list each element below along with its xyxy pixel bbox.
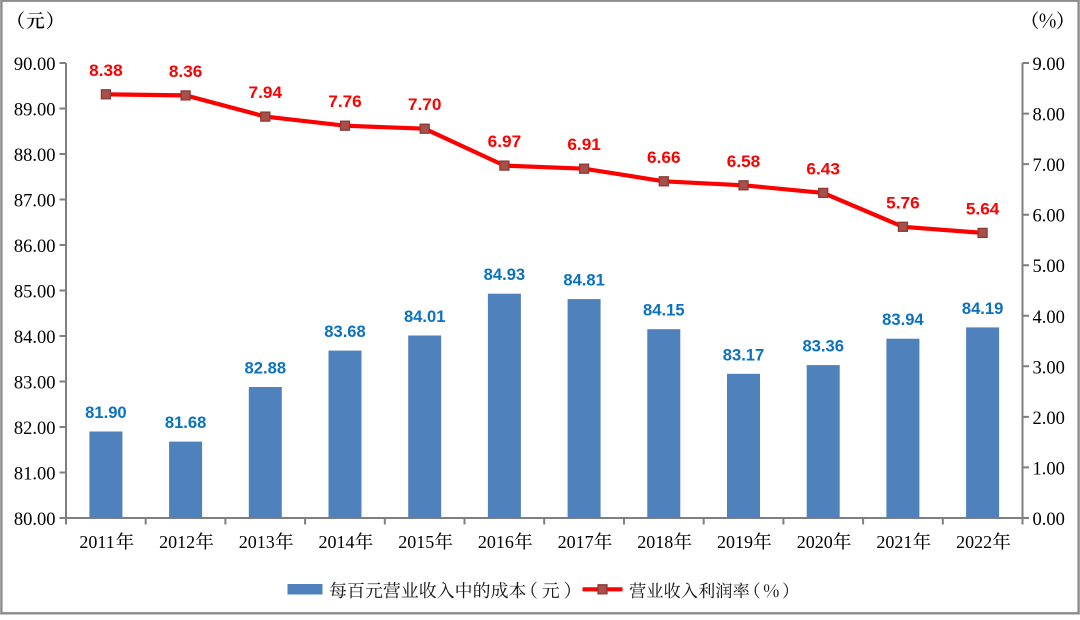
svg-text:2019: 2019	[717, 532, 753, 552]
svg-text:2020: 2020	[797, 532, 833, 552]
svg-text:7.70: 7.70	[408, 95, 442, 114]
svg-text:87.00: 87.00	[14, 192, 56, 212]
svg-text:80.00: 80.00	[14, 510, 56, 530]
svg-text:84.15: 84.15	[643, 301, 685, 320]
svg-text:2021: 2021	[876, 532, 912, 552]
svg-text:2013: 2013	[239, 532, 275, 552]
svg-text:83.94: 83.94	[882, 310, 924, 329]
svg-text:84.19: 84.19	[962, 299, 1004, 318]
svg-text:0.00: 0.00	[1033, 510, 1065, 530]
svg-text:2016: 2016	[478, 532, 514, 552]
svg-text:86.00: 86.00	[14, 237, 56, 257]
svg-text:83.00: 83.00	[14, 374, 56, 394]
svg-text:83.36: 83.36	[802, 337, 844, 356]
svg-text:2014: 2014	[319, 532, 355, 552]
svg-text:83.17: 83.17	[723, 345, 765, 364]
svg-text:2018: 2018	[637, 532, 673, 552]
svg-text:85.00: 85.00	[14, 283, 56, 303]
svg-text:7.94: 7.94	[249, 83, 283, 102]
svg-text:84.81: 84.81	[563, 271, 605, 290]
svg-text:89.00: 89.00	[14, 101, 56, 121]
svg-text:82.00: 82.00	[14, 419, 56, 439]
svg-text:88.00: 88.00	[14, 146, 56, 166]
svg-text:81.90: 81.90	[85, 403, 127, 422]
svg-text:1.00: 1.00	[1033, 459, 1065, 479]
svg-text:8.38: 8.38	[89, 61, 123, 80]
svg-text:5.64: 5.64	[966, 199, 1000, 218]
svg-text:83.68: 83.68	[324, 322, 366, 341]
svg-text:2.00: 2.00	[1033, 409, 1065, 429]
svg-text:8.36: 8.36	[169, 62, 203, 81]
svg-text:2017: 2017	[558, 532, 594, 552]
svg-text:6.00: 6.00	[1033, 207, 1065, 227]
svg-text:82.88: 82.88	[245, 359, 287, 378]
svg-text:2011: 2011	[79, 532, 114, 552]
svg-text:6.58: 6.58	[727, 152, 761, 171]
svg-text:6.97: 6.97	[488, 132, 522, 151]
svg-text:84.01: 84.01	[404, 307, 446, 326]
svg-text:7.00: 7.00	[1033, 156, 1065, 176]
svg-text:6.43: 6.43	[806, 159, 840, 178]
svg-text:2022: 2022	[956, 532, 992, 552]
svg-text:5.00: 5.00	[1033, 257, 1065, 277]
svg-text:6.91: 6.91	[567, 135, 601, 154]
svg-text:2012: 2012	[159, 532, 195, 552]
svg-text:3.00: 3.00	[1033, 358, 1065, 378]
svg-text:4.00: 4.00	[1033, 308, 1065, 328]
svg-text:81.68: 81.68	[165, 413, 207, 432]
svg-text:9.00: 9.00	[1033, 55, 1065, 75]
svg-text:7.76: 7.76	[328, 92, 362, 111]
svg-text:8.00: 8.00	[1033, 106, 1065, 126]
svg-text:81.00: 81.00	[14, 465, 56, 485]
svg-text:2015: 2015	[398, 532, 434, 552]
svg-text:84.93: 84.93	[484, 265, 526, 284]
svg-text:6.66: 6.66	[647, 148, 681, 167]
svg-text:90.00: 90.00	[14, 55, 56, 75]
svg-text:84.00: 84.00	[14, 328, 56, 348]
svg-text:5.76: 5.76	[886, 193, 920, 212]
